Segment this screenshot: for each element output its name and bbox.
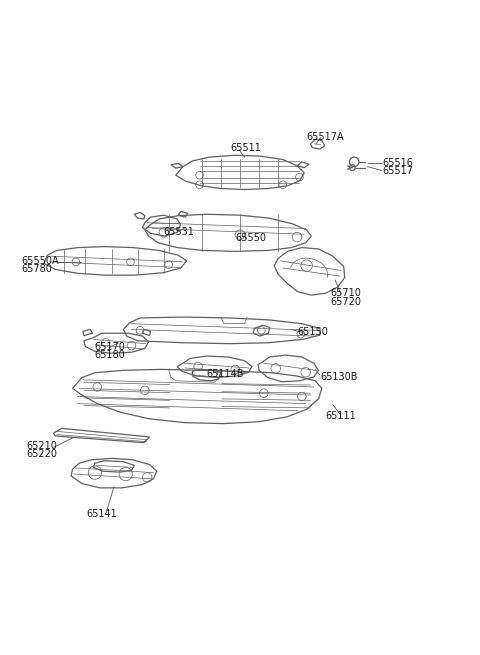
Text: 65111: 65111 <box>325 411 356 421</box>
Text: 65720: 65720 <box>330 297 361 307</box>
Text: 65141: 65141 <box>87 509 118 519</box>
Text: 65130B: 65130B <box>320 372 358 382</box>
Text: 65517A: 65517A <box>307 132 344 142</box>
Text: 65114B: 65114B <box>207 369 244 379</box>
Text: 65220: 65220 <box>26 449 57 459</box>
Text: 65150: 65150 <box>297 328 328 337</box>
Text: 65531: 65531 <box>164 227 195 237</box>
Text: 65710: 65710 <box>330 288 361 298</box>
Text: 65180: 65180 <box>95 350 126 360</box>
Text: 65550A: 65550A <box>21 256 59 266</box>
Text: 65511: 65511 <box>230 143 261 153</box>
Text: 65550: 65550 <box>235 233 266 243</box>
Text: 65517: 65517 <box>383 166 414 176</box>
Text: 65780: 65780 <box>21 265 52 274</box>
Text: 65516: 65516 <box>383 159 414 168</box>
Text: 65210: 65210 <box>26 441 57 451</box>
Text: 65170: 65170 <box>95 341 126 352</box>
